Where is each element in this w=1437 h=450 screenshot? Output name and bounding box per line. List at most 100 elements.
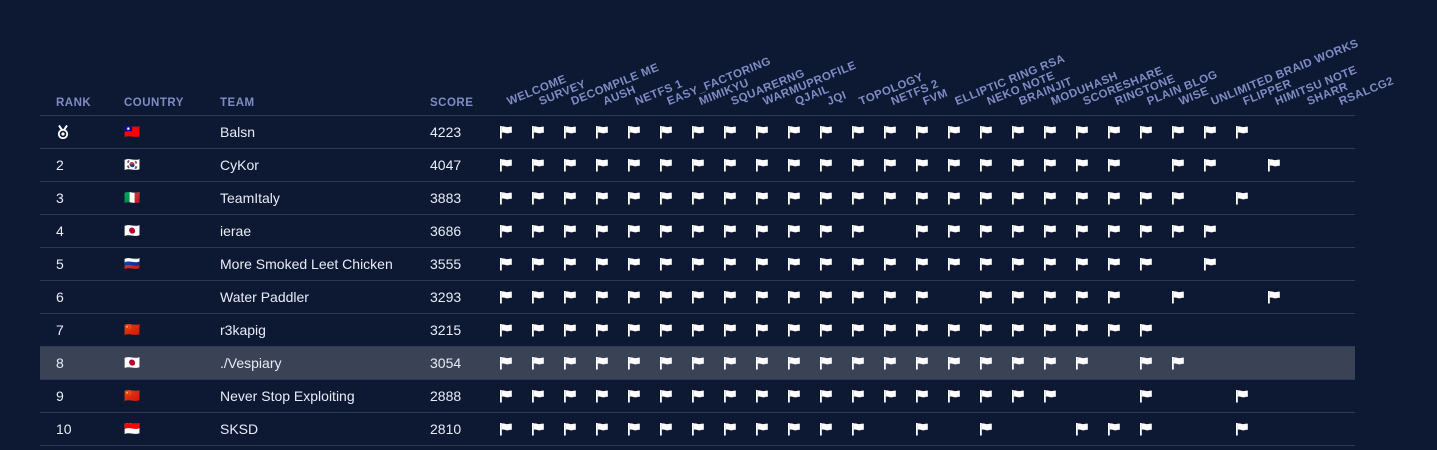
flag-icon[interactable]	[915, 422, 929, 436]
flag-icon[interactable]	[947, 389, 961, 403]
flag-icon[interactable]	[723, 290, 737, 304]
flag-icon[interactable]	[1267, 290, 1281, 304]
flag-icon[interactable]	[851, 422, 865, 436]
flag-icon[interactable]	[851, 290, 865, 304]
flag-icon[interactable]	[979, 257, 993, 271]
flag-icon[interactable]	[1075, 191, 1089, 205]
flag-icon[interactable]	[1075, 290, 1089, 304]
flag-icon[interactable]	[1075, 257, 1089, 271]
flag-icon[interactable]	[819, 158, 833, 172]
flag-icon[interactable]	[915, 257, 929, 271]
flag-icon[interactable]	[979, 389, 993, 403]
flag-icon[interactable]	[1043, 323, 1057, 337]
flag-icon[interactable]	[1107, 158, 1121, 172]
table-row[interactable]: 9 🇨🇳 Never Stop Exploiting 2888	[40, 380, 1355, 413]
flag-icon[interactable]	[1139, 125, 1153, 139]
flag-icon[interactable]	[627, 356, 641, 370]
team-name[interactable]: Water Paddler	[220, 289, 309, 305]
flag-icon[interactable]	[627, 422, 641, 436]
flag-icon[interactable]	[531, 191, 545, 205]
flag-icon[interactable]	[691, 257, 705, 271]
flag-icon[interactable]	[595, 356, 609, 370]
table-row[interactable]: 2 🇰🇷 CyKor 4047	[40, 149, 1355, 182]
score-header[interactable]: SCORE	[430, 97, 474, 109]
flag-icon[interactable]	[1107, 224, 1121, 238]
flag-icon[interactable]	[851, 257, 865, 271]
flag-icon[interactable]	[1011, 356, 1025, 370]
flag-icon[interactable]	[1075, 125, 1089, 139]
flag-icon[interactable]	[915, 158, 929, 172]
flag-icon[interactable]	[723, 356, 737, 370]
flag-icon[interactable]	[723, 422, 737, 436]
flag-icon[interactable]	[819, 356, 833, 370]
flag-icon[interactable]	[851, 389, 865, 403]
flag-icon[interactable]	[979, 323, 993, 337]
table-row[interactable]: 10 🇮🇩 SKSD 2810	[40, 413, 1355, 446]
flag-icon[interactable]	[563, 323, 577, 337]
table-row[interactable]: 5 🇷🇺 More Smoked Leet Chicken 3555	[40, 248, 1355, 281]
flag-icon[interactable]	[595, 422, 609, 436]
flag-icon[interactable]	[1011, 290, 1025, 304]
flag-icon[interactable]	[755, 389, 769, 403]
flag-icon[interactable]	[947, 125, 961, 139]
team-name[interactable]: Balsn	[220, 124, 256, 140]
flag-icon[interactable]	[1075, 224, 1089, 238]
team-name[interactable]: r3kapig	[220, 322, 266, 338]
flag-icon[interactable]	[723, 389, 737, 403]
flag-icon[interactable]	[1075, 323, 1089, 337]
flag-icon[interactable]	[627, 389, 641, 403]
table-row[interactable]: 8 🇯🇵 ./Vespiary 3054	[40, 347, 1355, 380]
flag-icon[interactable]	[1043, 224, 1057, 238]
flag-icon[interactable]	[595, 191, 609, 205]
flag-icon[interactable]	[851, 356, 865, 370]
flag-icon[interactable]	[595, 290, 609, 304]
flag-icon[interactable]	[1203, 257, 1217, 271]
flag-icon[interactable]	[531, 422, 545, 436]
flag-icon[interactable]	[979, 290, 993, 304]
flag-icon[interactable]	[1011, 323, 1025, 337]
flag-icon[interactable]	[883, 290, 897, 304]
flag-icon[interactable]	[659, 158, 673, 172]
flag-icon[interactable]	[1107, 422, 1121, 436]
flag-icon[interactable]	[499, 125, 513, 139]
flag-icon[interactable]	[883, 158, 897, 172]
flag-icon[interactable]	[563, 158, 577, 172]
flag-icon[interactable]	[1011, 257, 1025, 271]
flag-icon[interactable]	[755, 323, 769, 337]
flag-icon[interactable]	[755, 422, 769, 436]
flag-icon[interactable]	[659, 191, 673, 205]
flag-icon[interactable]	[563, 389, 577, 403]
flag-icon[interactable]	[1203, 158, 1217, 172]
flag-icon[interactable]	[883, 125, 897, 139]
flag-icon[interactable]	[595, 389, 609, 403]
flag-icon[interactable]	[499, 356, 513, 370]
flag-icon[interactable]	[755, 356, 769, 370]
flag-icon[interactable]	[883, 356, 897, 370]
flag-icon[interactable]	[787, 389, 801, 403]
flag-icon[interactable]	[915, 356, 929, 370]
flag-icon[interactable]	[499, 323, 513, 337]
flag-icon[interactable]	[1043, 389, 1057, 403]
flag-icon[interactable]	[723, 224, 737, 238]
flag-icon[interactable]	[1235, 389, 1249, 403]
team-name[interactable]: SKSD	[220, 421, 259, 437]
flag-icon[interactable]	[563, 125, 577, 139]
flag-icon[interactable]	[691, 290, 705, 304]
flag-icon[interactable]	[851, 125, 865, 139]
flag-icon[interactable]	[1107, 125, 1121, 139]
flag-icon[interactable]	[659, 224, 673, 238]
flag-icon[interactable]	[979, 422, 993, 436]
flag-icon[interactable]	[1139, 422, 1153, 436]
flag-icon[interactable]	[1043, 158, 1057, 172]
flag-icon[interactable]	[499, 257, 513, 271]
flag-icon[interactable]	[563, 422, 577, 436]
flag-icon[interactable]	[1011, 224, 1025, 238]
table-row[interactable]: 🇹🇼 Balsn 4223	[40, 116, 1355, 149]
flag-icon[interactable]	[1139, 356, 1153, 370]
flag-icon[interactable]	[691, 125, 705, 139]
flag-icon[interactable]	[819, 422, 833, 436]
flag-icon[interactable]	[915, 323, 929, 337]
flag-icon[interactable]	[755, 224, 769, 238]
flag-icon[interactable]	[819, 191, 833, 205]
flag-icon[interactable]	[659, 389, 673, 403]
